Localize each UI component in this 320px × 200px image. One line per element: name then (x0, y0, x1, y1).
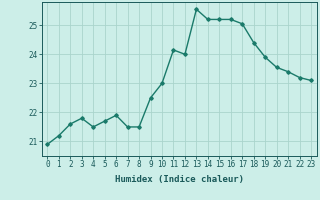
X-axis label: Humidex (Indice chaleur): Humidex (Indice chaleur) (115, 175, 244, 184)
